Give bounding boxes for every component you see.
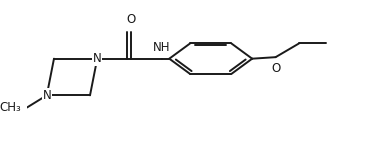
Text: CH₃: CH₃ (0, 101, 22, 114)
Text: NH: NH (153, 41, 171, 54)
Text: N: N (93, 52, 102, 65)
Text: N: N (42, 89, 51, 102)
Text: O: O (127, 13, 136, 26)
Text: O: O (271, 62, 280, 75)
